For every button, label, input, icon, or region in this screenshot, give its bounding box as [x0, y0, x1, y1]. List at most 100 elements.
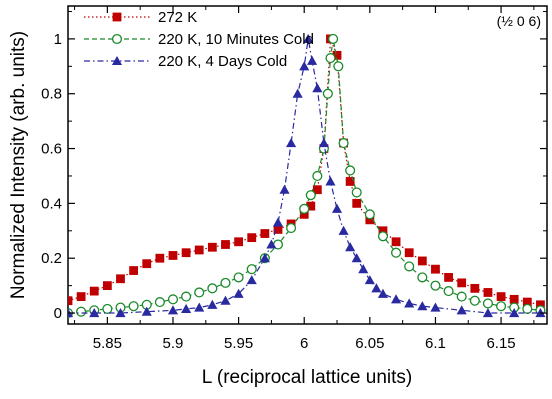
data-point: [364, 275, 375, 285]
data-point: [482, 298, 493, 309]
data-point: [181, 291, 192, 302]
data-point: [417, 272, 428, 283]
data-point: [325, 53, 336, 64]
data-point: [207, 299, 218, 309]
data-point: [417, 301, 428, 311]
data-point: [457, 278, 467, 288]
legend-entry-3: 220 K, 4 Days Cold: [84, 53, 287, 70]
plot-frame: [67, 5, 548, 325]
data-point: [168, 251, 178, 260]
data-point: [509, 294, 519, 304]
series-2-line: [68, 38, 541, 314]
y-tick-label: 0.4: [41, 195, 62, 212]
data-point: [522, 297, 532, 307]
data-point: [371, 283, 382, 293]
x-tick-label: 6.05: [355, 335, 384, 352]
data-point: [76, 292, 86, 301]
data-point: [303, 33, 314, 43]
data-point: [234, 237, 244, 247]
data-point: [509, 307, 520, 318]
data-point: [286, 223, 297, 234]
data-point: [431, 264, 440, 274]
data-point: [279, 184, 290, 194]
data-point: [496, 292, 506, 301]
data-point: [430, 302, 441, 312]
series-1-line: [68, 38, 541, 306]
data-point: [220, 277, 231, 288]
data-point: [246, 275, 257, 285]
data-point: [155, 253, 165, 263]
data-point: [68, 296, 73, 306]
data-point: [220, 295, 231, 305]
legend-entry-2: 220 K, 10 Minutes Cold: [84, 31, 314, 48]
data-point: [404, 248, 414, 258]
data-point: [207, 242, 217, 252]
data-point: [89, 307, 100, 318]
data-point: [266, 239, 277, 249]
data-point: [194, 245, 204, 255]
x-tick-label: 6.15: [486, 335, 515, 352]
data-point: [246, 264, 257, 275]
legend-label: 220 K, 10 Minutes Cold: [158, 31, 314, 48]
data-point: [522, 303, 533, 314]
data-point: [352, 198, 362, 208]
data-point: [456, 291, 467, 302]
data-point: [322, 88, 333, 99]
data-point: [469, 295, 480, 306]
series-layer: [68, 33, 546, 319]
data-point: [364, 209, 375, 220]
data-point: [233, 272, 244, 283]
series-2: [68, 33, 546, 319]
x-axis-label: L (reciprocal lattice units): [202, 367, 412, 388]
data-point: [496, 301, 507, 312]
legend-entry-1: 272 K: [84, 9, 197, 26]
legend-marker: [111, 33, 123, 45]
data-point: [292, 88, 303, 98]
data-point: [391, 247, 402, 258]
legend-label: 272 K: [158, 9, 197, 26]
x-tick-label: 5.9: [163, 335, 184, 352]
data-point: [141, 306, 152, 316]
data-point: [377, 231, 389, 242]
data-point: [167, 294, 179, 305]
y-tick-label: 0.8: [41, 86, 62, 103]
y-tick-label: 0.6: [41, 141, 62, 158]
data-point: [378, 226, 388, 236]
data-point: [312, 185, 322, 195]
reflection-annotation: (½ 0 6): [497, 13, 541, 29]
data-point: [358, 264, 369, 274]
data-point: [128, 301, 139, 312]
data-point: [332, 50, 342, 60]
data-point: [483, 288, 493, 297]
data-point: [307, 55, 318, 65]
data-point: [299, 203, 310, 214]
data-point: [318, 138, 329, 148]
data-point: [470, 283, 480, 293]
data-point: [345, 242, 356, 252]
data-point: [333, 61, 344, 72]
data-point: [338, 138, 349, 149]
data-point: [351, 253, 362, 263]
data-point: [286, 138, 297, 148]
data-point: [312, 83, 323, 93]
data-point: [345, 177, 355, 186]
data-point: [167, 305, 179, 315]
data-point: [272, 217, 284, 227]
x-tick-label: 6: [300, 335, 308, 352]
data-point: [89, 286, 99, 296]
data-point: [115, 307, 126, 318]
data-point: [102, 303, 113, 314]
data-point: [338, 225, 349, 235]
data-point: [194, 302, 205, 312]
legend: 272 K 220 K, 10 Minutes Cold 220 K, 4 Days…: [84, 9, 314, 70]
data-point: [142, 259, 152, 269]
data-point: [259, 253, 270, 263]
data-point: [456, 305, 467, 315]
data-point: [299, 61, 310, 71]
x-tick-label: 6.1: [425, 335, 446, 352]
data-point: [221, 240, 230, 249]
data-point: [129, 266, 139, 275]
data-point: [194, 287, 205, 298]
data-point: [482, 307, 494, 318]
